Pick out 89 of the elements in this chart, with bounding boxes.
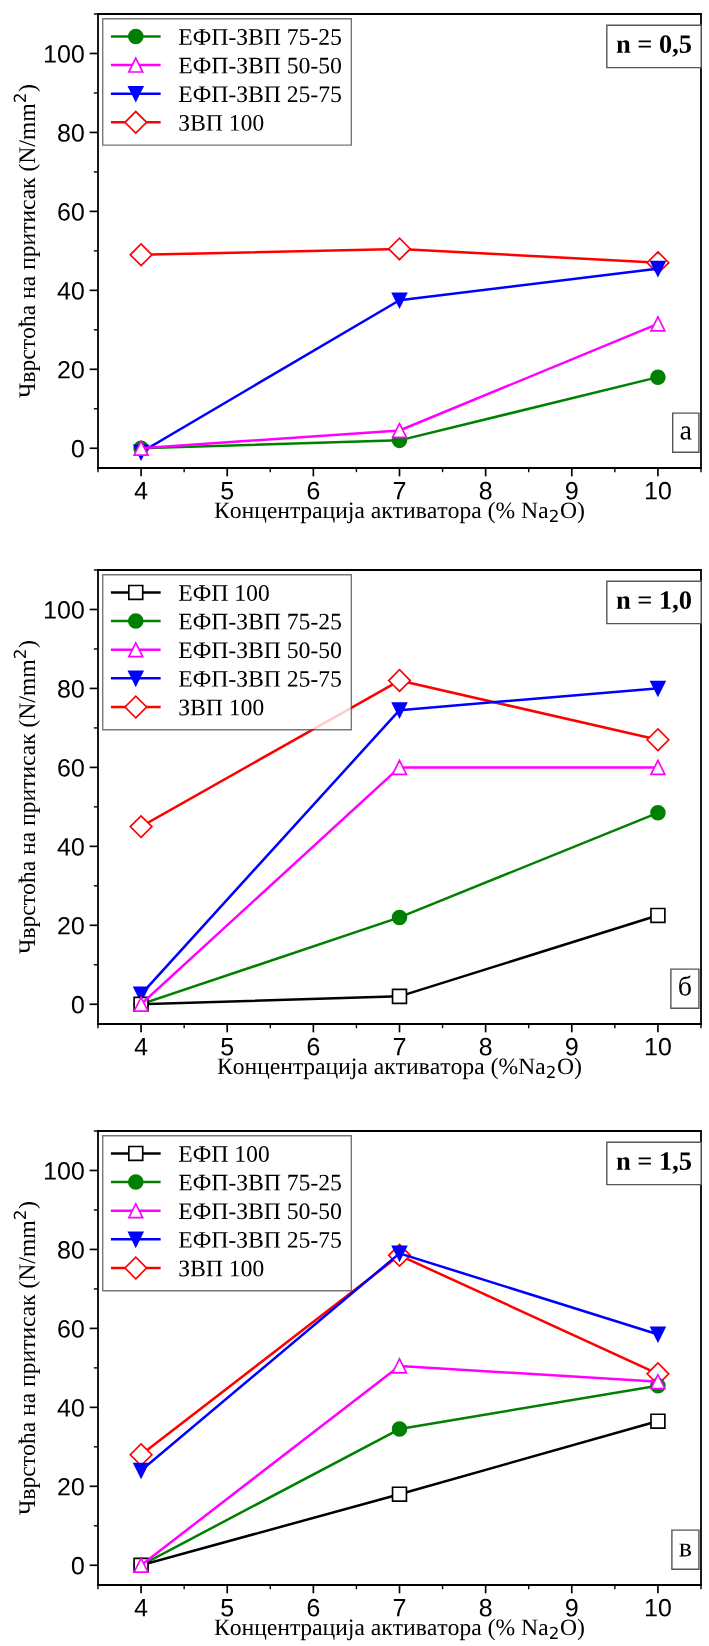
legend-label: ЕФП-ЗВП 50-50 [178,642,341,659]
point [391,422,408,439]
x-tick-label: 5 [221,482,234,500]
point [650,1326,666,1343]
x-tick-label: 10 [645,1037,671,1056]
point [129,814,153,839]
y-tick-label: 40 [57,1398,84,1417]
x-axis-title: Концентрација активатора (% Na$_{2}$O) [214,501,584,524]
legend-label: ЗВП 100 [179,1260,264,1277]
point [391,1358,408,1374]
y-tick-label: 80 [58,124,84,142]
annotation: n = 1,0 [616,591,691,613]
legend-label: ЗВП 100 [179,114,264,131]
y-axis-title: Чврстоћа на притисак (N/mm$^{2}$) [13,1202,40,1515]
y-tick-label: 60 [58,202,84,221]
x-tick-label: 6 [307,1598,320,1617]
x-tick-label: 9 [566,481,578,500]
x-tick-label: 7 [393,482,406,500]
y-tick-label: 60 [58,1319,84,1338]
point [650,1413,666,1429]
legend-label: ЕФП 100 [178,584,269,601]
point [387,668,412,693]
x-tick-label: 4 [134,1038,148,1056]
point [650,680,666,697]
x-tick-label: 6 [307,1037,320,1056]
y-tick-label: 0 [71,995,84,1014]
x-axis-title: Концентрација активатора (%Na$_{2}$O) [217,1057,581,1080]
point [650,759,666,776]
x-tick-label: 6 [307,481,320,500]
y-tick-label: 60 [58,758,84,777]
point [391,1421,408,1437]
legend-label: ЕФП-ЗВП 75-25 [178,613,341,630]
point [650,369,666,385]
y-tick-label: 100 [45,1162,84,1180]
legend-label: ЕФП-ЗВП 25-75 [178,670,341,687]
point [646,728,670,752]
legend-label: ЕФП-ЗВП 25-75 [178,86,341,103]
legend-label: ЕФП-ЗВП 75-25 [178,29,341,45]
annotation: в [679,1543,691,1557]
legend-label: ЕФП-ЗВП 50-50 [178,57,341,74]
point [391,909,408,926]
y-axis-title: Чврстоћа на притисак (N/mm$^{2}$) [13,85,40,398]
annotation: a [680,426,692,440]
y-tick-label: 0 [71,1556,84,1575]
y-tick-label: 80 [58,1241,84,1259]
x-tick-label: 7 [393,1038,406,1056]
y-axis-title: Чврстоћа на притисак (N/mm$^{2}$) [13,641,40,954]
point [387,237,412,261]
y-tick-label: 80 [58,680,84,698]
y-tick-label: 40 [57,281,84,300]
y-tick-label: 100 [45,45,84,63]
legend-label: ЕФП-ЗВП 50-50 [178,1203,341,1220]
x-tick-label: 10 [645,1598,671,1617]
x-tick-label: 8 [479,1598,492,1617]
x-tick-label: 7 [393,1599,406,1617]
x-tick-label: 10 [645,481,671,500]
y-tick-label: 20 [58,360,84,379]
point [650,907,666,924]
x-tick-label: 9 [566,1037,578,1056]
legend-label: ЗВП 100 [179,699,264,716]
y-tick-label: 100 [45,601,84,619]
legend-label: ЕФП-ЗВП 75-25 [178,1174,341,1191]
x-tick-label: 5 [221,1038,234,1056]
x-tick-label: 4 [134,482,148,500]
annotation: n = 1,5 [616,1152,691,1174]
annotation: n = 0,5 [616,35,691,57]
x-tick-label: 5 [221,1599,234,1617]
point [133,1462,149,1479]
x-axis-title: Концентрација активатора (% Na$_{2}$O) [214,1618,584,1641]
point [391,988,408,1005]
annotation: б [679,975,691,996]
x-tick-label: 8 [479,481,492,500]
point [391,1486,408,1502]
legend-label: ЕФП 100 [178,1145,269,1162]
y-tick-label: 20 [58,1477,84,1496]
x-tick-label: 4 [134,1599,148,1617]
point [650,805,666,821]
x-tick-label: 8 [479,1037,492,1056]
y-tick-label: 20 [58,916,84,935]
y-tick-label: 0 [71,439,84,458]
point [129,243,153,267]
point [650,316,666,332]
y-tick-label: 40 [57,837,84,856]
point [391,702,408,718]
x-tick-label: 9 [566,1598,578,1617]
point [650,1373,666,1390]
legend-label: ЕФП-ЗВП 25-75 [178,1231,341,1248]
point [391,759,408,776]
point [391,292,408,308]
